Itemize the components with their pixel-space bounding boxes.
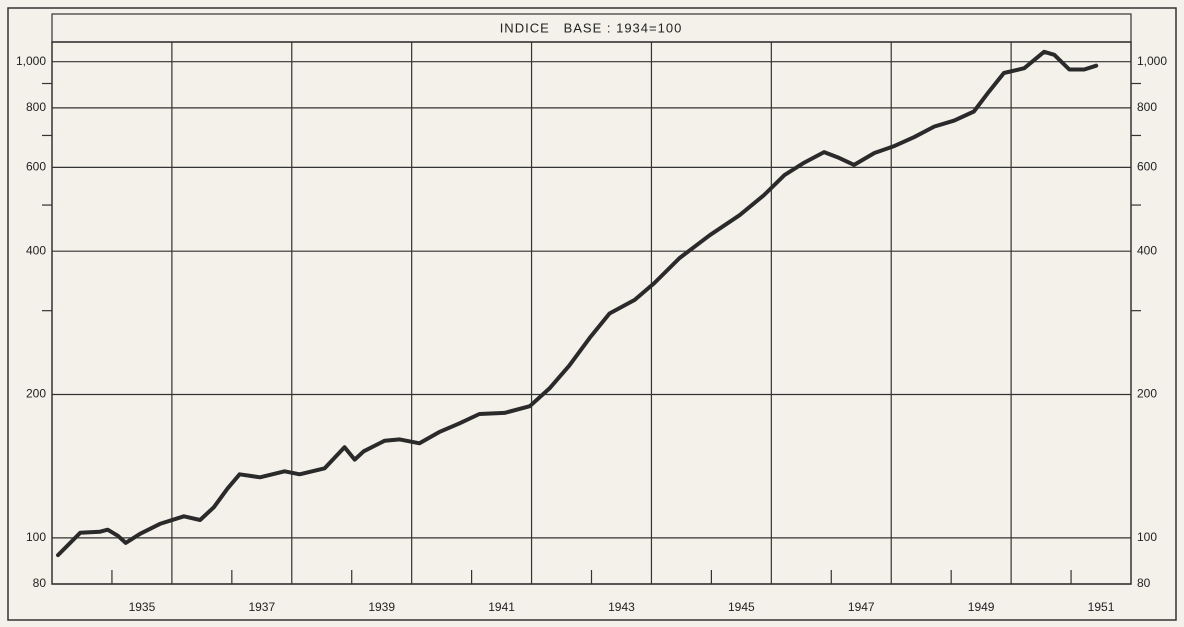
x-tick-label: 1939 — [368, 600, 395, 614]
x-tick-label: 1941 — [488, 600, 515, 614]
y-tick-label: 80 — [33, 576, 47, 590]
plot-area — [51, 41, 1132, 585]
x-tick-label: 1947 — [848, 600, 875, 614]
chart-title: INDICE BASE : 1934=100 — [500, 20, 683, 35]
x-tick-label: 1945 — [728, 600, 755, 614]
y-tick-label: 1,000 — [16, 54, 46, 68]
x-tick-label: 1943 — [608, 600, 635, 614]
y2-tick-label: 100 — [1137, 530, 1157, 544]
y-tick-label: 800 — [26, 100, 46, 114]
x-tick-label: 1951 — [1088, 600, 1115, 614]
x-tick-label: 1937 — [248, 600, 275, 614]
index-line — [56, 49, 1099, 558]
y-tick-label: 100 — [26, 530, 46, 544]
y2-tick-label: 400 — [1137, 243, 1157, 257]
y-tick-label: 600 — [26, 160, 46, 174]
y2-tick-label: 200 — [1137, 387, 1157, 401]
x-tick-label: 1935 — [129, 600, 156, 614]
y-tick-label: 200 — [26, 387, 46, 401]
y2-tick-label: 1,000 — [1137, 54, 1167, 68]
y2-tick-label: 80 — [1137, 576, 1151, 590]
y2-tick-label: 600 — [1137, 160, 1157, 174]
frame — [7, 7, 1177, 621]
y-tick-label: 400 — [26, 243, 46, 257]
x-tick-label: 1949 — [968, 600, 995, 614]
y2-tick-label: 800 — [1137, 100, 1157, 114]
